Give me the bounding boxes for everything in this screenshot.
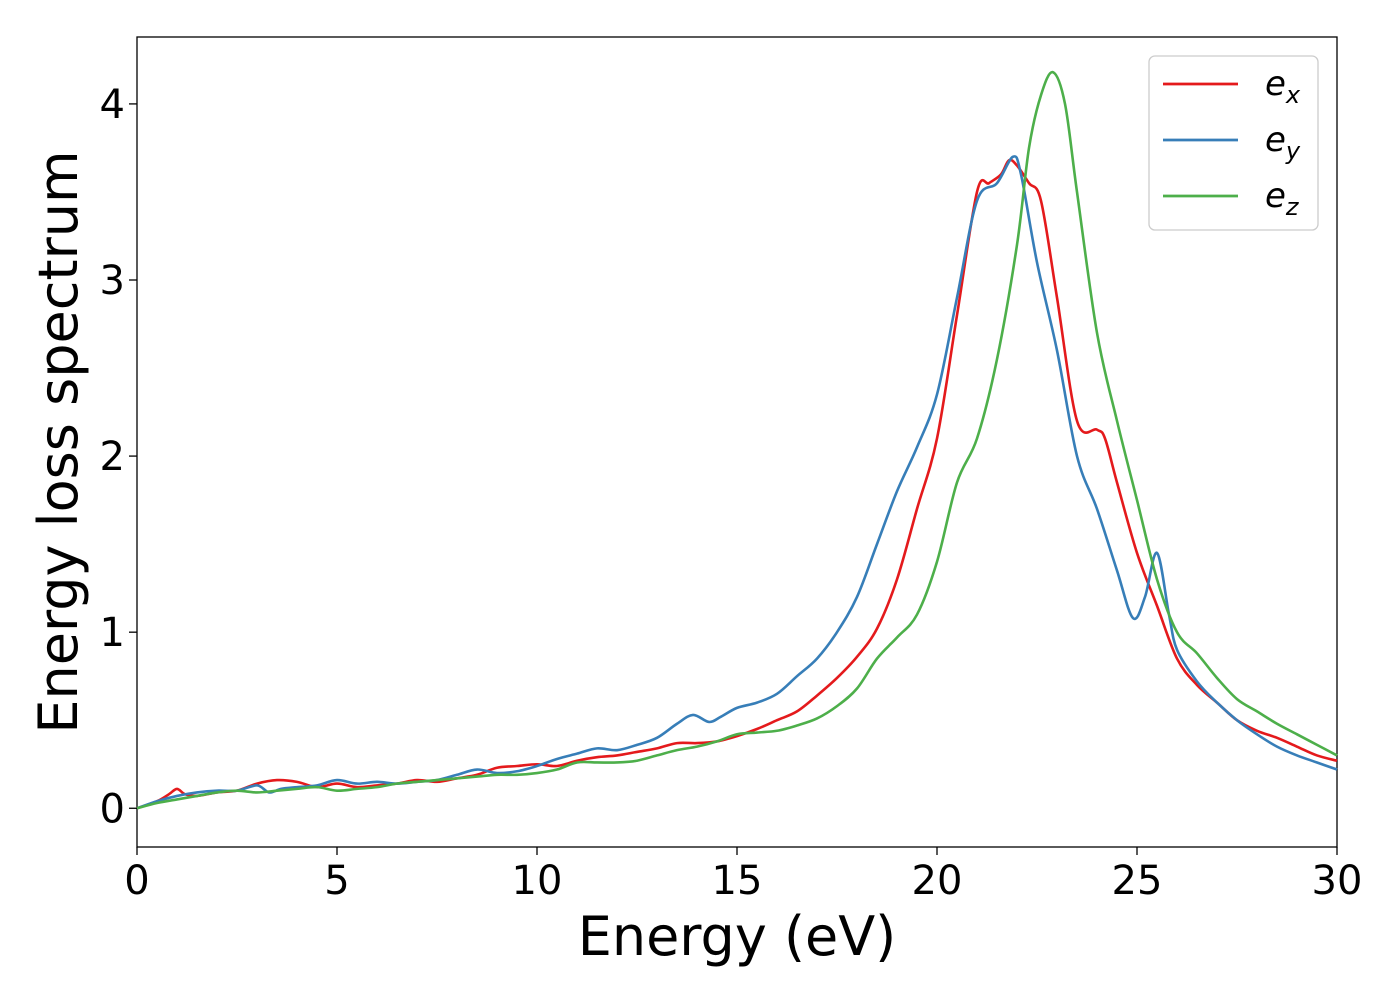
- y-tick-label: 0: [100, 786, 125, 832]
- series-layer: [136, 70, 1338, 810]
- x-axis-title: Energy (eV): [578, 905, 897, 968]
- y-tick-label: 1: [100, 610, 125, 656]
- series-line-y: [136, 155, 1338, 810]
- series-line-z: [136, 70, 1338, 810]
- legend-label-z: ez: [1265, 176, 1300, 221]
- y-tick-label: 4: [100, 82, 125, 128]
- plot-area-frame: [136, 36, 1338, 848]
- y-tick-label: 3: [100, 258, 125, 304]
- legend-label-x: ex: [1265, 64, 1301, 109]
- x-tick-label: 25: [1112, 858, 1163, 904]
- x-tick-label: 0: [124, 858, 149, 904]
- legend: ex ey ez: [1148, 55, 1319, 231]
- x-axis: 0 5 10 15 20 25 30: [124, 847, 1362, 904]
- x-tick-label: 10: [512, 858, 563, 904]
- x-tick-label: 20: [912, 858, 963, 904]
- y-axis-title: Energy loss spectrum: [27, 150, 90, 733]
- legend-label-y: ey: [1265, 120, 1301, 165]
- y-tick-label: 2: [100, 434, 125, 480]
- x-tick-label: 5: [324, 858, 349, 904]
- legend-box: [1148, 55, 1319, 231]
- y-axis: 0 1 2 3 4: [100, 82, 137, 832]
- x-tick-label: 15: [712, 858, 763, 904]
- x-tick-label: 30: [1312, 858, 1363, 904]
